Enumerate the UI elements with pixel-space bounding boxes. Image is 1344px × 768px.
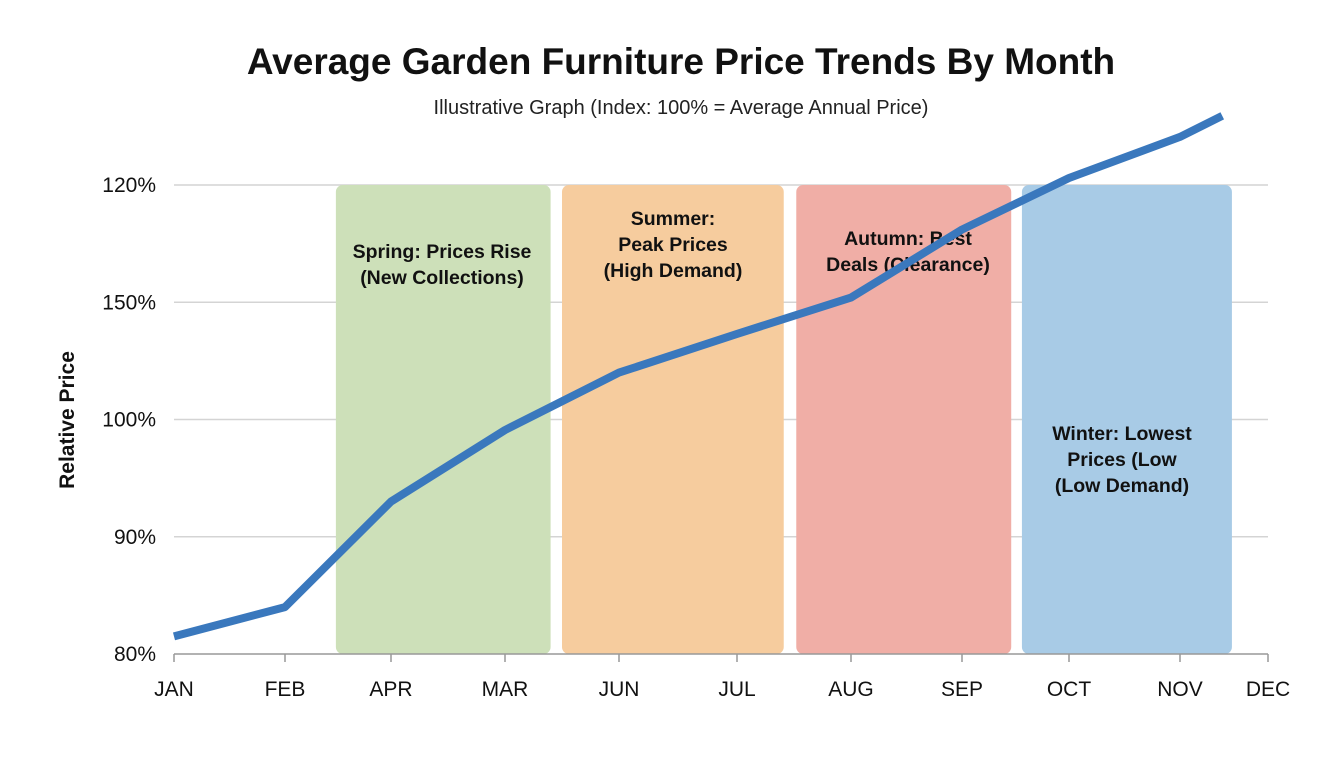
- y-tick-label: 120%: [102, 174, 156, 197]
- y-axis-label: Relative Price: [56, 351, 79, 489]
- y-tick-label: 90%: [114, 526, 156, 549]
- season-band-label-line: Winter: Lowest: [1052, 423, 1192, 445]
- x-tick-label: SEP: [941, 678, 983, 701]
- y-tick-label: 80%: [114, 643, 156, 666]
- season-band: [562, 185, 784, 654]
- season-band-label: Summer: Peak Prices (High Demand): [604, 208, 743, 282]
- y-tick-label: 100%: [102, 409, 156, 432]
- x-tick-label: APR: [369, 678, 412, 701]
- season-band-label-line: Spring: Prices Rise: [353, 241, 532, 263]
- season-bands: [335, 185, 1232, 654]
- season-band-label-line: (High Demand): [604, 260, 743, 282]
- x-tick-label: AUG: [828, 678, 874, 701]
- chart-subtitle: Illustrative Graph (Index: 100% = Averag…: [434, 97, 929, 119]
- season-band-label-line: Prices (Low: [1067, 449, 1177, 471]
- x-tick-label: FEB: [265, 678, 306, 701]
- series-line-group: Spring: Prices Rise (New Collections) Summ…: [172, 112, 1225, 641]
- season-band: [1021, 185, 1232, 654]
- season-band-label-line: Summer:: [631, 208, 716, 230]
- season-band-label: Winter: Lowest Prices (Low (Low Demand): [1052, 423, 1192, 497]
- x-tick-label: JAN: [154, 678, 194, 701]
- x-tick-label: DEC: [1246, 678, 1290, 701]
- x-tick-label: NOV: [1157, 678, 1203, 701]
- season-band: [796, 185, 1012, 654]
- x-tick-label: JUL: [718, 678, 755, 701]
- season-band-label: Spring: Prices Rise (New Collections): [353, 241, 532, 289]
- axes: 80% 90% 100% 150% 120% JAN FEB APR MAR JUN JUL AUG S…: [102, 174, 1290, 701]
- x-tick-label: OCT: [1047, 678, 1092, 701]
- season-band-label-line: (New Collections): [360, 267, 524, 289]
- y-tick-label: 150%: [102, 291, 156, 314]
- x-tick-label: JUN: [599, 678, 640, 701]
- season-band: [335, 185, 551, 654]
- season-band-label-line: Peak Prices: [618, 234, 728, 256]
- x-tick-label: MAR: [482, 678, 529, 701]
- season-band-label-line: (Low Demand): [1055, 475, 1189, 497]
- chart-title: Average Garden Furniture Price Trends By…: [247, 41, 1115, 82]
